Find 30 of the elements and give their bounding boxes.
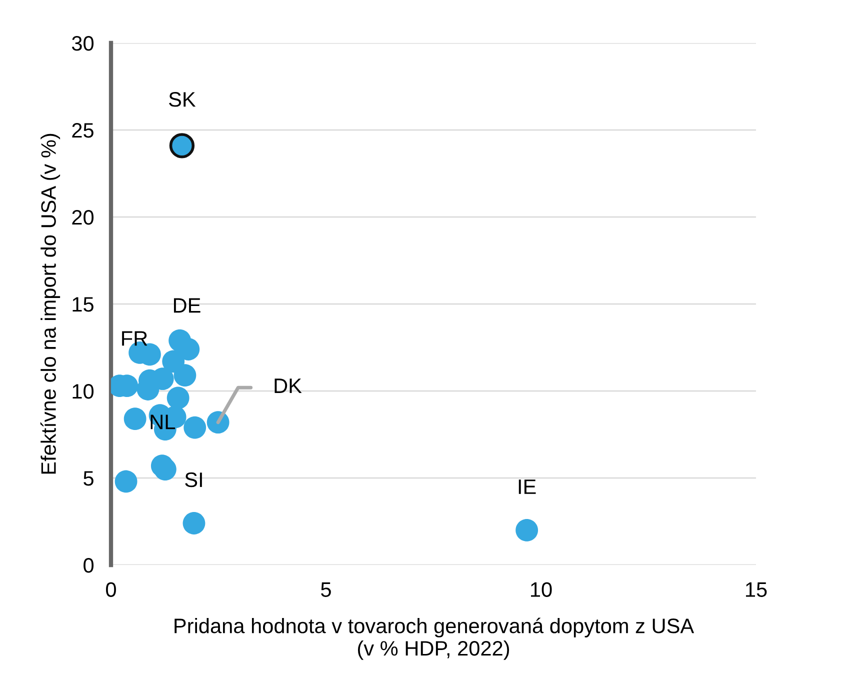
y-tick-label: 20 [72, 210, 94, 225]
point [177, 338, 200, 360]
annotation: SK [169, 92, 196, 107]
y-tick-label: 30 [72, 36, 94, 51]
annotation: DE [174, 298, 200, 313]
point [182, 512, 206, 534]
point [516, 519, 538, 542]
x-tick-label: 15 [746, 582, 767, 597]
point [166, 386, 190, 410]
point [174, 364, 196, 387]
y-axis-title: Efektívne clo na import do USA (v %) [40, 134, 60, 474]
y-tick-label: 25 [72, 123, 94, 138]
annotation: NL [150, 414, 176, 430]
point [124, 408, 146, 430]
x-tick-label: 5 [321, 582, 331, 597]
y-tick-label: 10 [72, 384, 94, 399]
y-tick-label: 0 [84, 558, 94, 573]
annotation: IE [518, 480, 536, 494]
x-tick-label: 0 [106, 582, 116, 597]
annotation: FR [122, 331, 148, 346]
y-tick-label: 5 [84, 471, 94, 486]
point [114, 470, 138, 493]
point [169, 133, 195, 158]
point [154, 458, 176, 480]
x-axis-title: Pridana hodnota v tovaroch generovaná dopytom z USA (v % HDP, 2022) [174, 618, 694, 660]
y-tick-label: 15 [72, 297, 94, 312]
annotation: SI [185, 472, 202, 488]
x-tick-label: 10 [531, 582, 552, 597]
annotation: DK [274, 378, 302, 393]
point [184, 416, 206, 439]
